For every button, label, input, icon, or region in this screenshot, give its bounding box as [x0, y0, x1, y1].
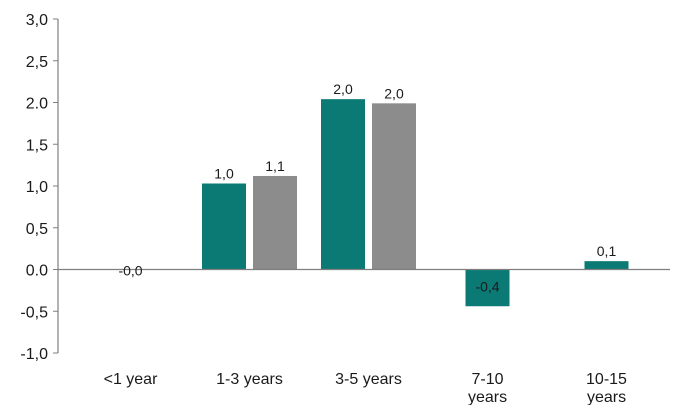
x-tick-label: 1-3 years [216, 371, 283, 388]
x-axis-labels: <1 year 1-3 years 3-5 years 7-10years10-15y… [104, 371, 627, 406]
y-tick-label: 0.0 [26, 263, 48, 280]
data-label: -0,4 [475, 279, 499, 295]
data-label: 2,0 [384, 85, 404, 101]
data-label: -0,0 [118, 263, 142, 279]
data-labels-group: -0,0 1,0 1,1 2,0 2,0 -0,4 0,1 [118, 81, 616, 294]
y-axis-ticks: -1,0 -0,5 0.0 0,5 1,0 1,5 2.0 2,5 3,0 [20, 12, 58, 363]
bar-series1-cat3 [321, 99, 365, 270]
y-tick-label: -1,0 [20, 346, 48, 363]
x-tick-label: <1 year [104, 371, 158, 388]
data-label: 2,0 [333, 81, 353, 97]
bar-series1-cat4 [465, 269, 510, 307]
axes-group [57, 19, 670, 353]
bar-series2-cat3 [372, 103, 416, 270]
bar-series1-cat2 [202, 183, 246, 270]
y-tick-label: 0,5 [26, 221, 48, 238]
x-tick-label: 10-15 [586, 371, 627, 388]
x-tick-label: 3-5 years [335, 371, 402, 388]
bar-series2-cat2 [253, 175, 297, 270]
y-tick-label: 1,5 [26, 137, 48, 154]
x-tick-label: 7-10 [471, 371, 503, 388]
y-tick-label: -0,5 [20, 304, 48, 321]
bar-series1-cat5 [584, 261, 629, 270]
x-tick-label: years [587, 389, 626, 405]
y-tick-label: 1,0 [26, 179, 48, 196]
y-tick-label: 3,0 [26, 12, 48, 29]
x-tick-label: years [468, 389, 507, 405]
y-tick-label: 2,5 [26, 54, 48, 71]
data-label: 1,1 [265, 158, 285, 174]
data-label: 0,1 [597, 243, 617, 259]
data-label: 1,0 [214, 165, 234, 181]
y-tick-label: 2.0 [26, 96, 48, 113]
bars-group [202, 99, 629, 307]
